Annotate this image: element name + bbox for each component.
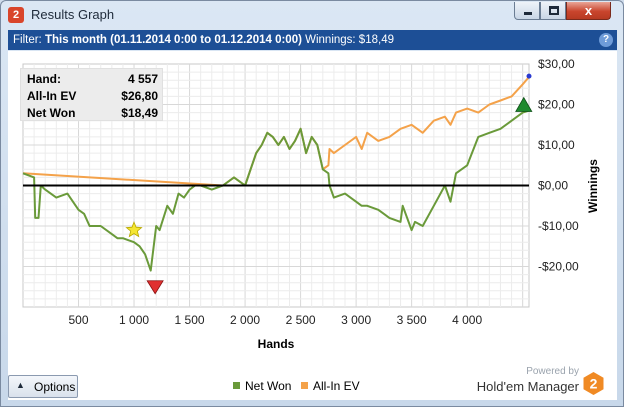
x-tick-label: 1 000 [119,313,149,327]
stat-row-hand: Hand: 4 557 [27,72,158,89]
y-tick-label: $0,00 [538,179,568,193]
stat-value: 4 557 [127,72,158,86]
legend-label: Net Won [245,379,292,393]
x-tick-label: 4 000 [452,313,482,327]
y-tick-label: $10,00 [538,138,575,152]
y-axis-title: Winnings [586,159,600,213]
holdem-manager-logo-icon: 2 [583,372,604,395]
options-button[interactable]: ▲ Options [8,375,78,398]
x-tick-label: 1 500 [175,313,205,327]
brand-area: Powered by Hold'em Manager [469,366,579,400]
legend-swatch [233,382,240,390]
x-tick-label: 500 [69,313,89,327]
help-icon[interactable]: ? [599,33,613,47]
x-tick-label: 3 500 [397,313,427,327]
title-bar[interactable]: 2 Results Graph x [1,1,623,29]
window-title: Results Graph [31,7,115,22]
brand-name: Hold'em Manager [476,379,579,394]
endpoint-dot-icon [526,73,532,79]
min-down-triangle-icon [146,280,164,295]
app-icon: 2 [8,7,24,23]
x-tick-label: 2 500 [286,313,316,327]
filter-winnings: Winnings: $18,49 [305,34,394,46]
stat-row-allin-ev: All-In EV $26,80 [27,89,158,106]
stats-box: Hand: 4 557 All-In EV $26,80 Net Won $18… [20,68,163,121]
x-axis-title: Hands [258,337,295,351]
stat-row-net-won: Net Won $18,49 [27,106,158,123]
maximize-button[interactable] [540,2,566,20]
stat-label: Hand: [27,72,61,86]
legend-item-all-in-ev: All-In EV [301,379,360,393]
close-button[interactable]: x [566,2,611,20]
filter-bar: Filter: This month (01.11.2014 0:00 to 0… [8,30,617,50]
brand-logo-label: 2 [590,376,598,392]
powered-by-text: Powered by [526,366,579,377]
options-label: Options [34,380,76,394]
y-tick-label: $20,00 [538,98,575,112]
legend-swatch [301,382,308,390]
maximize-icon [549,6,559,15]
legend-item-net-won: Net Won [233,379,291,393]
filter-prefix: Filter: [13,34,42,46]
legend-label: All-In EV [313,379,360,393]
stat-value: $26,80 [121,89,158,103]
max-up-triangle-icon [515,96,533,112]
y-tick-label: -$20,00 [538,260,579,274]
x-tick-label: 2 000 [230,313,260,327]
minimize-icon [524,12,532,15]
chevron-up-icon: ▲ [16,380,25,390]
star-marker-icon [125,221,143,238]
minimize-button[interactable] [514,2,540,20]
series-line-net-won [22,109,530,272]
close-icon: x [584,3,593,18]
y-tick-label: -$10,00 [538,219,579,233]
stat-label: Net Won [27,106,76,120]
stat-value: $18,49 [121,106,158,120]
x-tick-label: 3 000 [341,313,371,327]
filter-period: This month (01.11.2014 0:00 to 01.12.201… [44,34,302,46]
y-tick-label: $30,00 [538,57,575,71]
stat-label: All-In EV [27,89,77,103]
